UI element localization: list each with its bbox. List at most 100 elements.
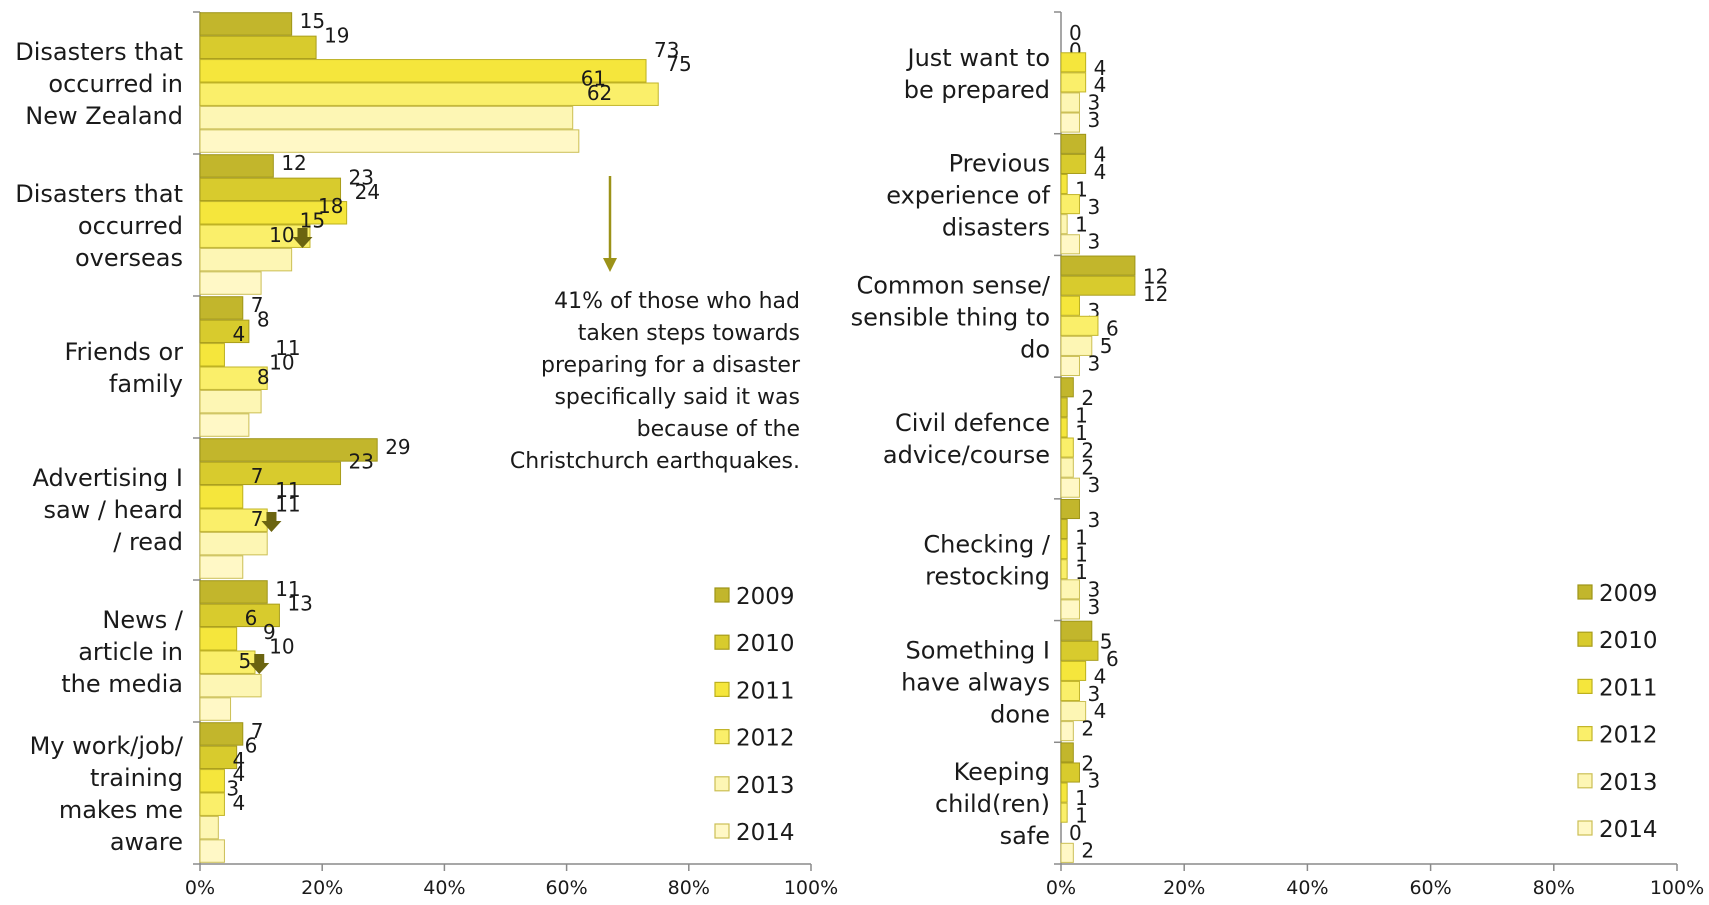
data-label: 10 — [269, 223, 294, 247]
data-label: 4 — [1094, 73, 1107, 97]
data-label: 7 — [251, 464, 264, 488]
legend-swatch — [1577, 584, 1593, 600]
legend-swatch — [714, 587, 730, 603]
data-label: 4 — [232, 322, 245, 346]
data-label: 3 — [1087, 682, 1100, 706]
bar-2014 — [1060, 355, 1080, 377]
category-label: saw / heard — [43, 496, 183, 524]
data-label: 61 — [581, 67, 606, 91]
data-label: 11 — [275, 493, 300, 517]
bar-2011 — [1060, 539, 1068, 560]
category-label: Checking / — [923, 531, 1051, 559]
data-label: 19 — [324, 23, 349, 47]
legend-swatch — [1577, 725, 1593, 742]
bar-2010 — [1060, 397, 1068, 418]
bar-2014 — [1060, 234, 1080, 255]
bar-2009 — [1060, 742, 1074, 763]
data-label: 8 — [257, 365, 270, 389]
category-label: My work/job/ — [30, 732, 184, 760]
legend-label: 2014 — [736, 820, 795, 846]
legend-swatch — [1577, 678, 1593, 695]
bar-2014 — [199, 413, 250, 437]
bar-2009 — [1060, 498, 1080, 520]
legend-label: 2009 — [1599, 581, 1658, 607]
category-label: have always — [901, 668, 1050, 696]
bar-2009 — [1060, 377, 1074, 398]
category-label: advice/course — [883, 441, 1050, 469]
data-label: 1 — [1075, 212, 1088, 236]
data-label: 3 — [226, 777, 239, 801]
data-label: 3 — [1087, 195, 1100, 219]
bar-2009 — [1060, 255, 1136, 276]
data-label: 1 — [1075, 421, 1088, 445]
bar-2013 — [1060, 579, 1080, 600]
bar-2012 — [1060, 802, 1068, 823]
data-label: 3 — [1087, 577, 1100, 601]
bar-2014 — [199, 271, 262, 295]
bar-2011 — [199, 485, 244, 509]
category-label: the media — [61, 670, 183, 698]
bar-2011 — [199, 343, 225, 367]
category-label: sensible thing to — [851, 303, 1050, 331]
bar-2012 — [1060, 559, 1068, 580]
bar-2012 — [1060, 194, 1080, 215]
data-label: 2 — [1081, 838, 1094, 862]
data-label: 4 — [232, 748, 245, 772]
data-label: 3 — [1087, 473, 1100, 497]
data-label: 6 — [1106, 317, 1119, 341]
x-tick-label: 80% — [1533, 877, 1575, 899]
annotation-arrow-head — [603, 258, 617, 272]
category-label: child(ren) — [935, 790, 1050, 818]
data-label: 0 — [1069, 821, 1082, 845]
bar-2010 — [199, 35, 317, 60]
bar-2012 — [199, 82, 659, 106]
bar-2010 — [1060, 640, 1099, 661]
category-label: Advertising I — [33, 464, 183, 492]
bar-2013 — [1060, 335, 1093, 356]
bar-2013 — [199, 815, 219, 840]
data-label: 2 — [1081, 456, 1094, 480]
bar-2013 — [199, 247, 293, 272]
legend-label: 2011 — [1599, 675, 1658, 701]
category-label: Civil defence — [895, 409, 1050, 437]
data-label: 23 — [349, 449, 374, 473]
data-label: 4 — [1094, 699, 1107, 723]
bar-2014 — [199, 839, 225, 863]
legend-swatch — [714, 776, 730, 792]
bar-2011 — [199, 201, 348, 225]
legend-swatch — [1577, 631, 1593, 647]
annotation: 41% of those who had taken steps towards… — [510, 176, 801, 474]
annotation-line: Christchurch earthquakes. — [510, 449, 800, 474]
annotation-line: 41% of those who had — [554, 289, 800, 314]
data-label: 15 — [300, 9, 325, 33]
category-label: New Zealand — [25, 102, 183, 130]
data-label: 2 — [1081, 438, 1094, 462]
bar-2014 — [1060, 477, 1080, 498]
bar-2010 — [1060, 762, 1080, 783]
bar-2013 — [1060, 92, 1080, 113]
bar-2011 — [1060, 660, 1087, 681]
bar-2013 — [1060, 457, 1074, 478]
bar-2014 — [199, 129, 580, 153]
legend-label: 2010 — [736, 631, 795, 657]
left-chart: 0% 20% 40% 60% 80% 100% Disasters that occurred… — [15, 9, 838, 899]
data-label: 4 — [1094, 160, 1107, 184]
x-tick-label: 0% — [185, 877, 215, 899]
legend-label: 2011 — [736, 678, 795, 704]
x-tick-label: 20% — [1163, 877, 1205, 899]
category-label: overseas — [75, 244, 183, 272]
bar-2009 — [199, 12, 293, 36]
data-label: 4 — [1094, 56, 1107, 80]
bar-2011 — [1060, 295, 1080, 316]
data-label: 3 — [1087, 351, 1100, 375]
legend-swatch — [1577, 773, 1593, 789]
legend-label: 2012 — [1599, 723, 1658, 749]
data-label: 2 — [1081, 717, 1094, 741]
legend-swatch — [714, 728, 730, 745]
data-label: 8 — [257, 307, 270, 331]
bar-2012 — [199, 366, 268, 390]
bar-2009 — [1060, 133, 1087, 154]
category-label: training — [90, 764, 183, 792]
category-label: Just want to — [905, 44, 1050, 72]
bar-2011 — [199, 59, 647, 83]
